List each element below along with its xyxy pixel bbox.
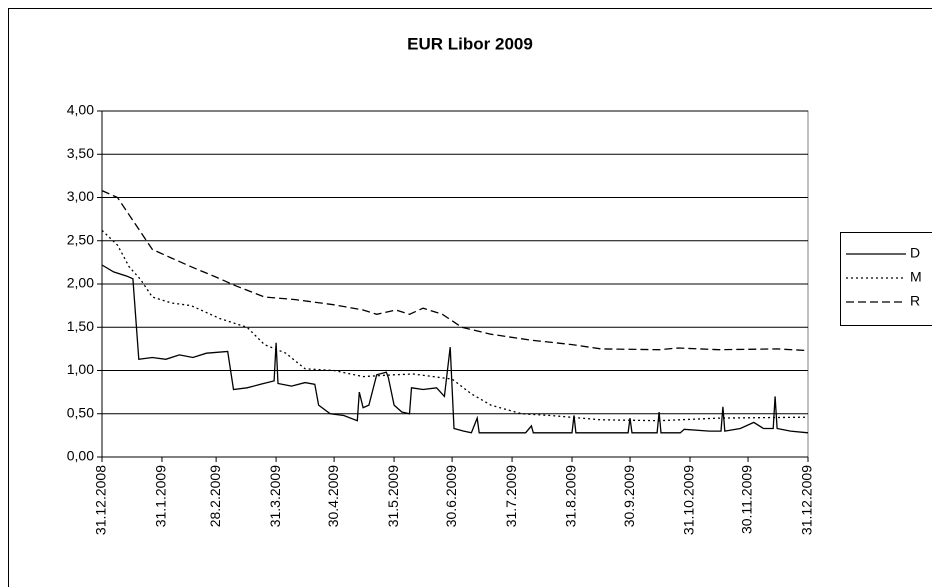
x-tick-label: 30.11.2009 (739, 465, 755, 534)
y-tick-label: 0,50 (67, 404, 94, 420)
x-tick-label: 31.1.2009 (153, 465, 169, 527)
y-tick-label: 1,50 (67, 318, 94, 334)
y-tick-label: 2,00 (67, 275, 94, 291)
y-tick-label: 2,50 (67, 231, 94, 247)
series-line (101, 229, 809, 422)
legend-label: M (910, 269, 922, 285)
x-tick-label: 31.7.2009 (503, 465, 519, 527)
legend-label: D (910, 245, 920, 261)
x-tick-label: 31.12.2009 (799, 465, 815, 535)
y-tick-label: 0,00 (67, 448, 94, 464)
series-line (101, 264, 809, 434)
x-tick-label: 31.12.2008 (93, 465, 109, 535)
legend-label: R (910, 293, 920, 309)
x-tick-label: 28.2.2009 (207, 465, 223, 527)
x-tick-label: 31.3.2009 (267, 465, 283, 527)
series-line (101, 190, 809, 352)
x-tick-label: 30.6.2009 (443, 465, 459, 527)
y-tick-label: 3,50 (67, 145, 94, 161)
y-tick-label: 4,00 (67, 102, 94, 118)
y-tick-label: 3,00 (67, 188, 94, 204)
x-tick-label: 31.10.2009 (681, 465, 697, 535)
legend-box (840, 232, 932, 326)
x-tick-label: 31.8.2009 (563, 465, 579, 527)
y-tick-label: 1,00 (67, 361, 94, 377)
x-tick-label: 30.4.2009 (325, 465, 341, 527)
chart-title: EUR Libor 2009 (407, 34, 533, 53)
x-tick-label: 30.9.2009 (621, 465, 637, 527)
x-tick-label: 31.5.2009 (385, 465, 401, 527)
